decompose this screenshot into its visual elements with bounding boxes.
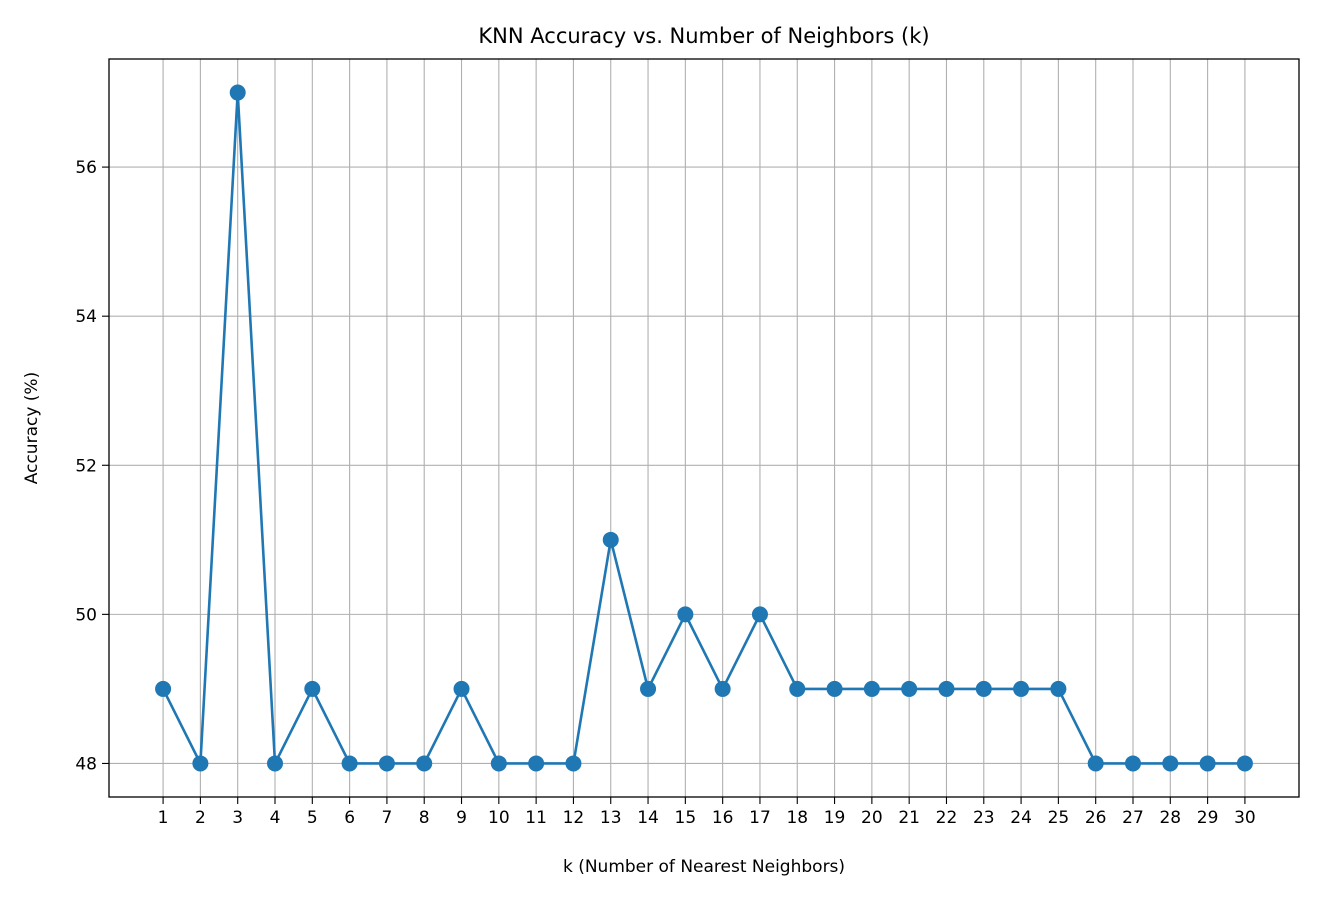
x-tick-label: 29	[1197, 808, 1219, 828]
data-point	[826, 680, 843, 697]
data-point	[565, 755, 582, 772]
y-axis: 48 50 52 54 56	[75, 158, 109, 774]
data-point	[1199, 755, 1216, 772]
y-tick-label: 56	[75, 158, 97, 178]
data-point	[1162, 755, 1179, 772]
data-point	[714, 680, 731, 697]
x-tick-label: 16	[712, 808, 734, 828]
data-point	[901, 680, 918, 697]
series-accuracy	[155, 84, 1253, 772]
y-tick-label: 54	[75, 307, 97, 327]
x-tick-label: 15	[675, 808, 697, 828]
x-tick-label: 22	[936, 808, 958, 828]
y-tick-label: 52	[75, 456, 97, 476]
data-point	[155, 680, 172, 697]
data-point	[677, 606, 694, 623]
data-point	[192, 755, 209, 772]
data-point	[453, 680, 470, 697]
x-tick-label: 14	[637, 808, 659, 828]
data-point	[789, 680, 806, 697]
x-tick-label: 4	[270, 808, 281, 828]
data-point	[751, 606, 768, 623]
data-point	[975, 680, 992, 697]
x-axis-title: k (Number of Nearest Neighbors)	[563, 857, 845, 877]
grid	[109, 59, 1299, 797]
data-point	[416, 755, 433, 772]
x-axis: 1 2 3 4 5 6 7 8 9 10 11 12 13 14 15 16 17 18 19 20 21 22 23 24 2…	[158, 797, 1256, 828]
data-point	[341, 755, 358, 772]
data-point	[1013, 680, 1030, 697]
x-tick-label: 13	[600, 808, 622, 828]
x-tick-label: 3	[232, 808, 243, 828]
x-tick-label: 5	[307, 808, 318, 828]
x-tick-label: 17	[749, 808, 771, 828]
x-tick-label: 9	[456, 808, 467, 828]
x-tick-label: 10	[488, 808, 510, 828]
x-tick-label: 24	[1010, 808, 1032, 828]
x-tick-label: 27	[1122, 808, 1144, 828]
x-tick-label: 21	[898, 808, 920, 828]
data-point	[304, 680, 321, 697]
x-tick-label: 28	[1159, 808, 1181, 828]
data-point	[863, 680, 880, 697]
data-point	[1087, 755, 1104, 772]
data-point	[378, 755, 395, 772]
data-point	[640, 680, 657, 697]
x-tick-label: 25	[1048, 808, 1070, 828]
y-axis-title: Accuracy (%)	[22, 372, 42, 484]
x-tick-label: 23	[973, 808, 995, 828]
x-tick-label: 11	[525, 808, 547, 828]
chart-title: KNN Accuracy vs. Number of Neighbors (k)	[478, 24, 929, 48]
x-tick-label: 7	[382, 808, 393, 828]
data-point	[1236, 755, 1253, 772]
series-line	[161, 91, 1245, 765]
data-point	[1124, 755, 1141, 772]
x-tick-label: 19	[824, 808, 846, 828]
y-tick-label: 50	[75, 605, 97, 625]
x-tick-label: 26	[1085, 808, 1107, 828]
x-tick-label: 8	[419, 808, 430, 828]
plot-area-frame	[108, 58, 1300, 798]
data-point	[490, 755, 507, 772]
x-tick-label: 6	[344, 808, 355, 828]
x-tick-label: 18	[786, 808, 808, 828]
x-tick-label: 20	[861, 808, 883, 828]
data-point	[229, 84, 246, 101]
y-tick-label: 48	[75, 754, 97, 774]
x-tick-label: 30	[1234, 808, 1256, 828]
data-point	[267, 755, 284, 772]
data-point	[938, 680, 955, 697]
data-point	[602, 531, 619, 548]
data-point	[1050, 680, 1067, 697]
x-tick-label: 2	[195, 808, 206, 828]
x-tick-label: 12	[563, 808, 585, 828]
x-tick-label: 1	[158, 808, 169, 828]
data-point	[528, 755, 545, 772]
